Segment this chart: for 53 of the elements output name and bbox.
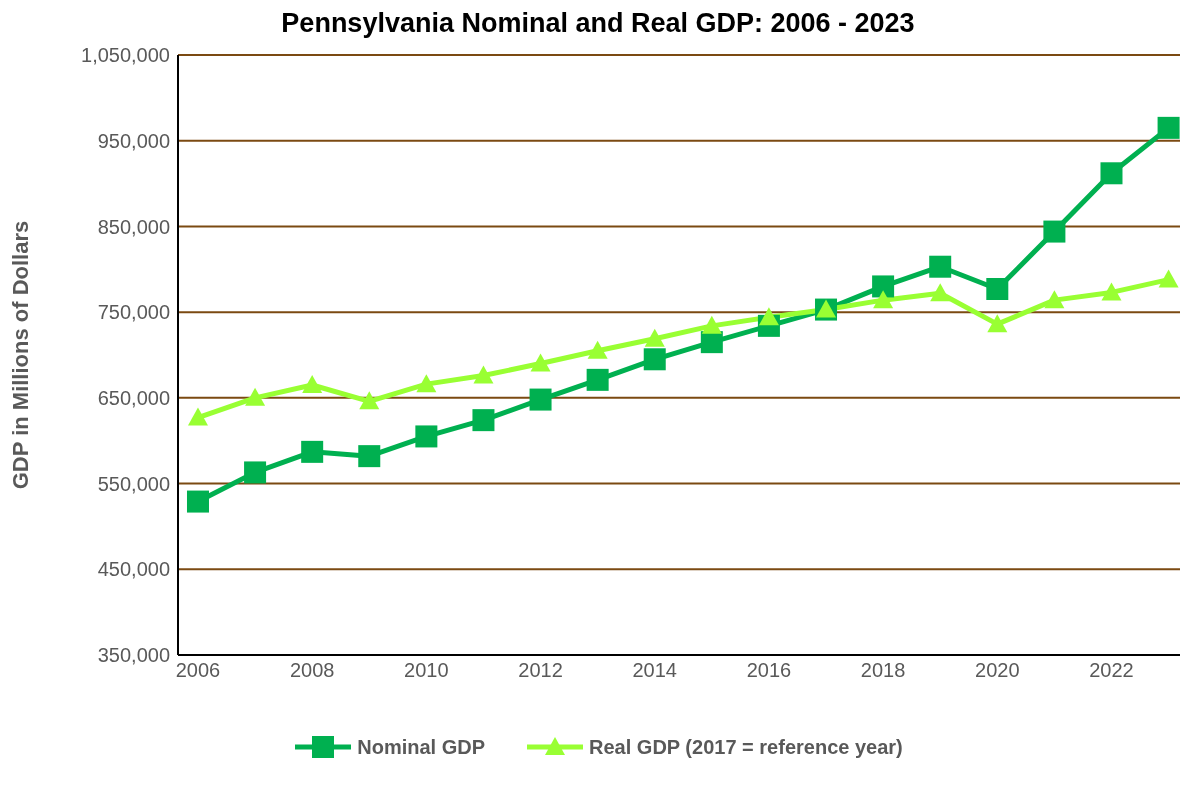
point bbox=[872, 275, 895, 298]
point bbox=[644, 328, 665, 347]
point bbox=[1157, 116, 1180, 139]
y-tick-label: 1,050,000 bbox=[81, 44, 170, 67]
point bbox=[416, 374, 437, 393]
point bbox=[472, 409, 495, 432]
y-tick-label: 950,000 bbox=[97, 129, 170, 152]
y-tick-label: 750,000 bbox=[97, 301, 170, 324]
point bbox=[529, 388, 552, 411]
x-tick-label: 2016 bbox=[746, 659, 792, 682]
point bbox=[1100, 162, 1123, 185]
point bbox=[245, 387, 266, 406]
point bbox=[244, 461, 267, 484]
point bbox=[473, 365, 494, 384]
point bbox=[929, 255, 952, 278]
point bbox=[359, 391, 380, 410]
point bbox=[587, 340, 608, 359]
y-tick-label: 450,000 bbox=[97, 558, 170, 581]
point bbox=[643, 348, 666, 371]
point bbox=[530, 353, 551, 372]
point bbox=[1158, 269, 1179, 288]
point bbox=[186, 490, 209, 513]
y-tick-label: 650,000 bbox=[97, 386, 170, 409]
point bbox=[758, 307, 779, 326]
point bbox=[586, 368, 609, 391]
point bbox=[987, 314, 1008, 333]
point bbox=[302, 375, 323, 393]
x-tick-label: 2020 bbox=[975, 659, 1020, 682]
y-tick-label: 350,000 bbox=[97, 644, 170, 667]
point bbox=[415, 425, 438, 448]
x-tick-label: 2008 bbox=[289, 659, 335, 682]
point bbox=[986, 278, 1009, 300]
point bbox=[930, 283, 951, 302]
x-tick-label: 2022 bbox=[1089, 659, 1134, 682]
y-axis-title: GDP in Millions of Dollars bbox=[7, 220, 33, 490]
point bbox=[1101, 282, 1122, 301]
y-tick-label: 550,000 bbox=[97, 472, 170, 495]
legend-label: Nominal GDP bbox=[357, 735, 486, 759]
x-tick-label: 2010 bbox=[404, 659, 449, 682]
x-tick-label: 2018 bbox=[860, 659, 906, 682]
point bbox=[1043, 220, 1066, 243]
legend-label: Real GDP (2017 = reference year) bbox=[589, 735, 903, 759]
chart-title: Pennsylvania Nominal and Real GDP: 2006 - 2023 bbox=[280, 8, 916, 39]
point bbox=[701, 315, 722, 334]
x-tick-label: 2012 bbox=[518, 659, 563, 682]
x-tick-label: 2006 bbox=[175, 659, 221, 682]
point bbox=[358, 445, 381, 468]
point bbox=[873, 290, 894, 309]
point bbox=[1044, 290, 1065, 309]
x-tick-label: 2014 bbox=[632, 659, 677, 682]
point bbox=[187, 407, 208, 426]
y-tick-label: 850,000 bbox=[97, 215, 170, 238]
point bbox=[301, 440, 324, 463]
